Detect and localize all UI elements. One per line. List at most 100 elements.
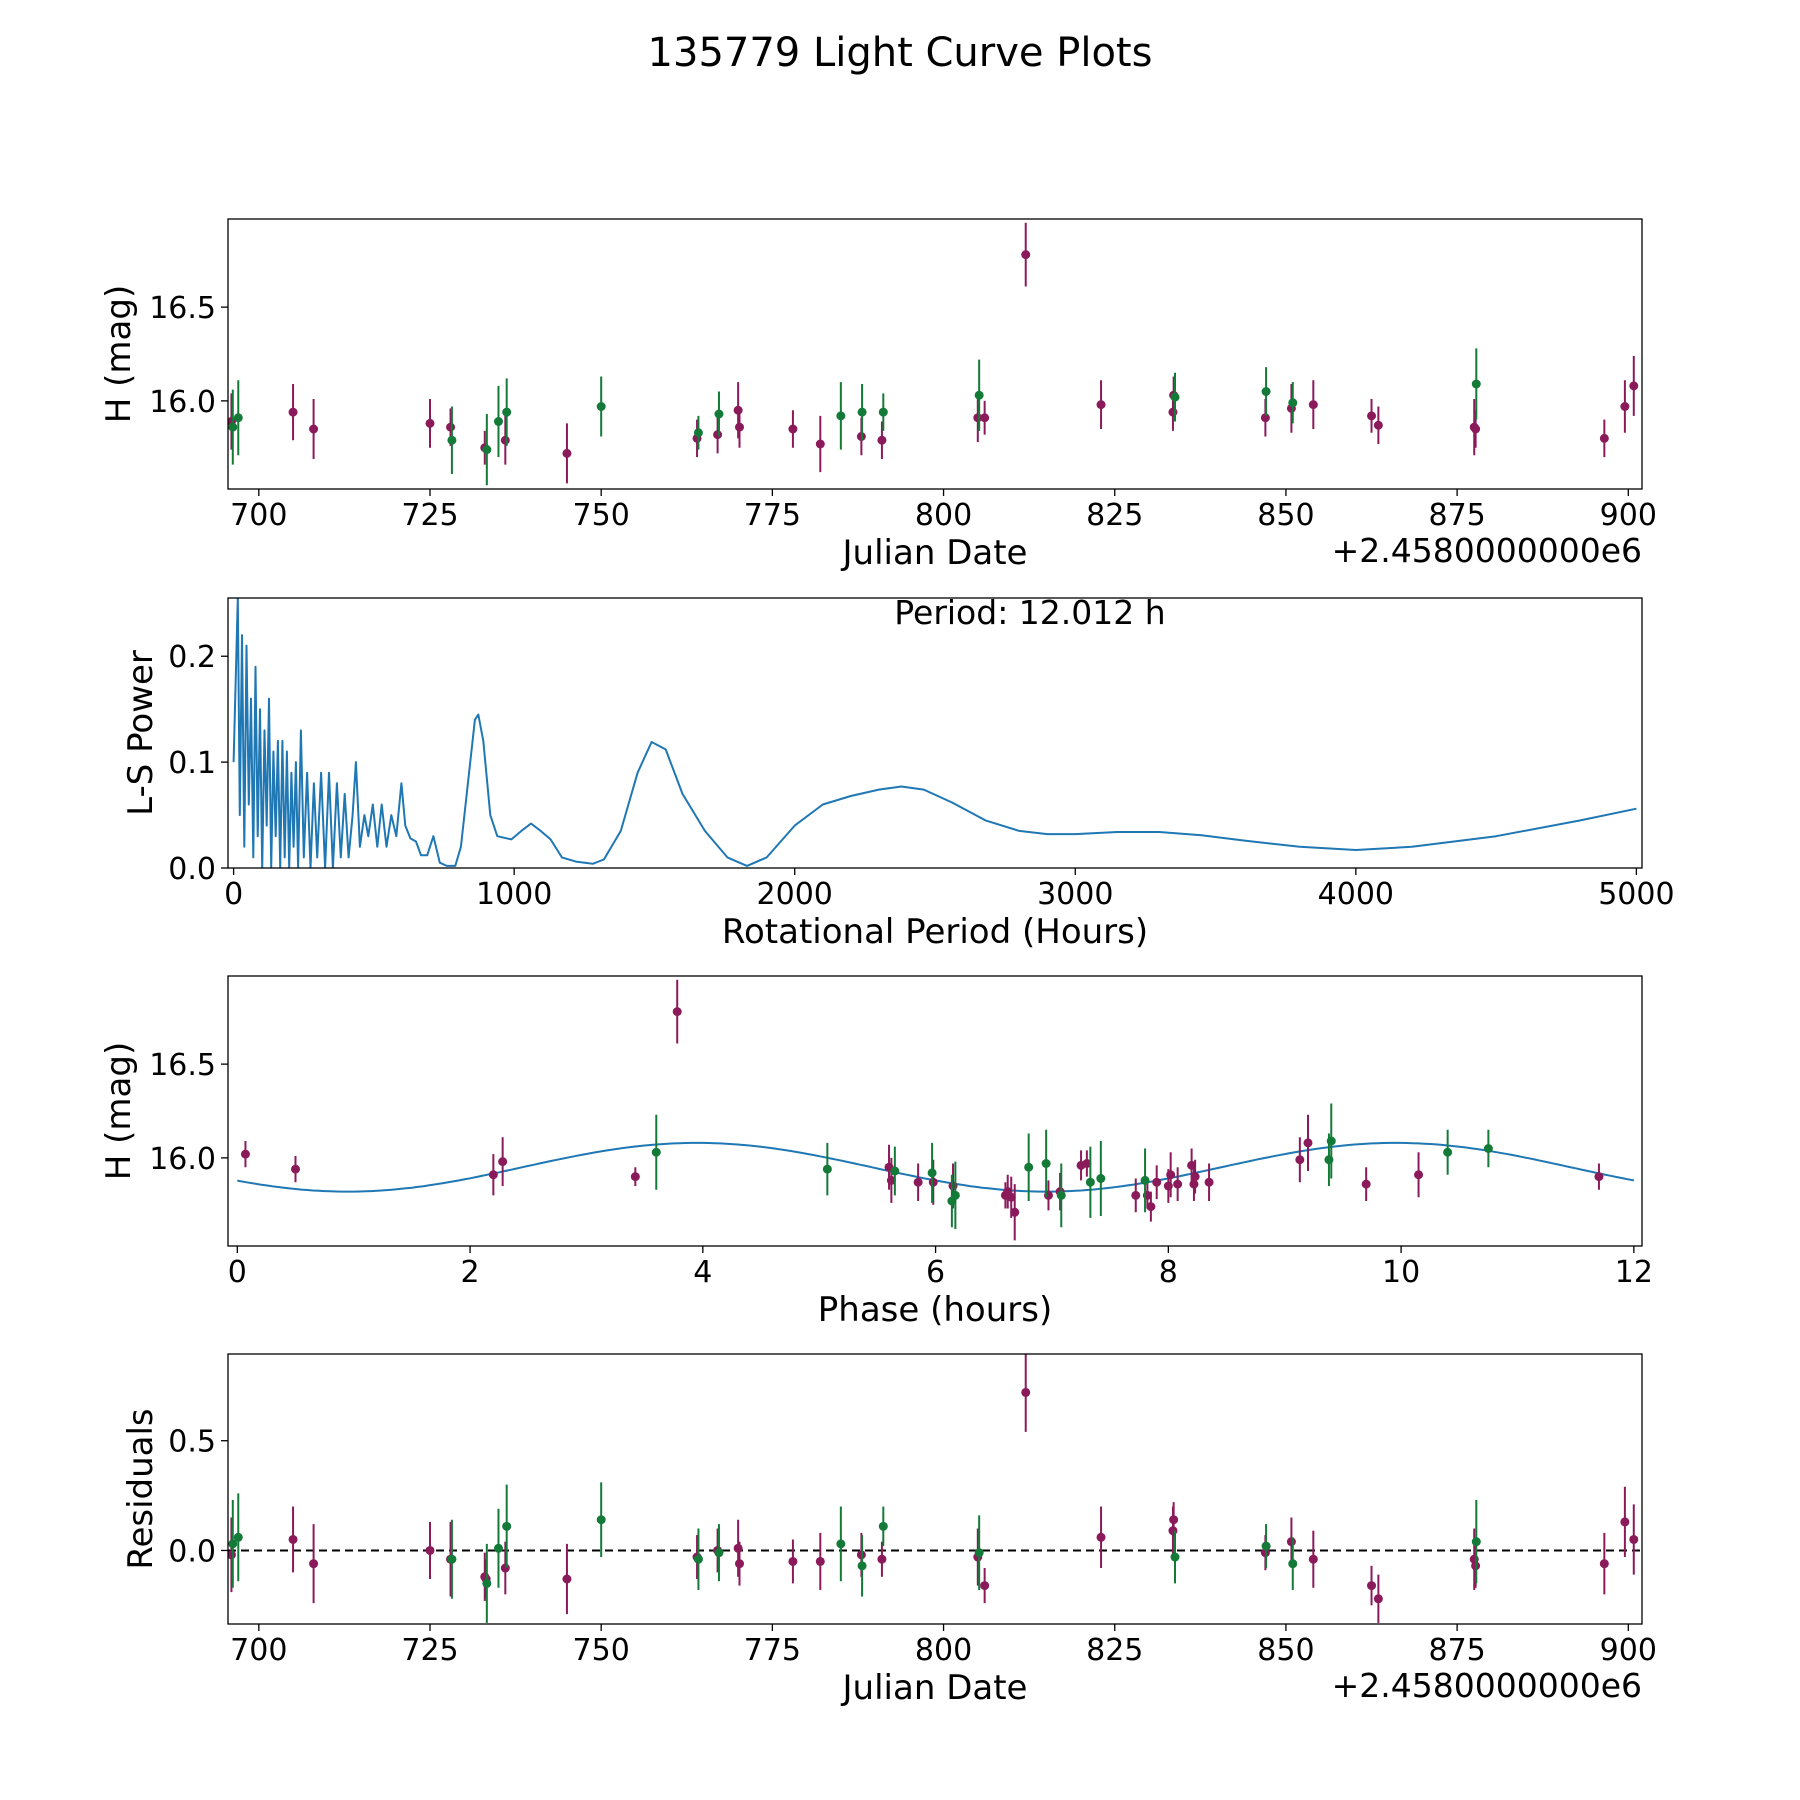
data-point (714, 1548, 724, 1558)
data-point (228, 1539, 238, 1549)
x-axis-label: Julian Date (841, 1668, 1028, 1708)
data-point (1629, 381, 1639, 391)
data-point (878, 1521, 888, 1531)
x-axis-label: Julian Date (841, 533, 1028, 573)
y-axis-label: H (mag) (99, 1042, 139, 1180)
data-point (1024, 1162, 1034, 1172)
data-point (502, 407, 512, 417)
x-offset-text: +2.4580000000e6 (1332, 531, 1642, 570)
x-tick-label: 12 (1615, 1255, 1653, 1290)
axes-frame (227, 975, 1643, 1247)
x-tick-label: 750 (573, 1633, 630, 1668)
x-tick-label: 4000 (1318, 877, 1394, 912)
data-point (1599, 1559, 1609, 1569)
residuals-panel: 700 725 750 775 800 825 850 875 900 0.0 0.5 Julian … (121, 1353, 1657, 1708)
data-point (1166, 1170, 1176, 1180)
x-offset-text: +2.4580000000e6 (1332, 1666, 1642, 1705)
data-point (1599, 433, 1609, 443)
x-tick-label: 825 (1086, 1633, 1143, 1668)
data-point (927, 1168, 937, 1178)
data-point (1308, 400, 1318, 410)
x-tick-label: 800 (915, 498, 972, 533)
x-axis-label: Rotational Period (Hours) (722, 912, 1148, 952)
data-point (815, 1556, 825, 1566)
plot-area (228, 222, 1639, 486)
data-point (928, 1177, 938, 1187)
phase-folded-panel: 0 2 4 6 8 10 12 16.0 16.5 Phase (hours) H (mag) (99, 975, 1653, 1330)
data-point (228, 422, 238, 432)
data-point (447, 1554, 457, 1564)
data-point (488, 1170, 498, 1180)
data-point (877, 1554, 887, 1564)
data-point (822, 1164, 832, 1174)
x-tick-label: 700 (230, 1633, 287, 1668)
data-point (309, 424, 319, 434)
data-point (500, 1563, 510, 1573)
data-point (980, 413, 990, 423)
data-point (974, 1548, 984, 1558)
y-tick-label: 0.1 (168, 746, 216, 781)
data-point (498, 1157, 508, 1167)
data-point (1483, 1144, 1493, 1153)
data-point (1021, 250, 1031, 260)
data-point (288, 1534, 298, 1544)
data-point (714, 409, 724, 419)
data-point (596, 1515, 606, 1525)
power-line (232, 598, 1637, 868)
y-tick-label: 16.0 (149, 1142, 216, 1177)
data-point (788, 424, 798, 434)
y-tick-label: 0.0 (168, 1534, 216, 1569)
light-curve-panel: 700 725 750 775 800 825 850 875 900 16.0 16.5 Julia… (99, 218, 1657, 573)
data-point (1620, 402, 1630, 411)
data-point (1326, 1136, 1336, 1146)
data-point (974, 390, 984, 400)
data-point (1367, 411, 1377, 421)
data-point (233, 413, 243, 423)
data-point (1085, 1177, 1095, 1187)
data-point (1096, 1532, 1106, 1542)
x-tick-label: 825 (1086, 498, 1143, 533)
figure-title: 135779 Light Curve Plots (648, 30, 1153, 76)
x-tick-label: 2000 (757, 877, 833, 912)
data-point (1471, 424, 1481, 434)
data-point (562, 1574, 572, 1584)
data-point (886, 1175, 896, 1185)
data-point (1204, 1177, 1214, 1187)
data-point (857, 407, 867, 417)
data-point (1082, 1159, 1092, 1168)
data-point (1443, 1147, 1453, 1157)
data-point (1152, 1177, 1162, 1187)
x-tick-label: 725 (401, 1633, 458, 1668)
data-point (562, 448, 572, 458)
data-point (890, 1166, 900, 1176)
data-point (672, 1007, 682, 1017)
data-point (693, 1554, 703, 1564)
data-point (836, 1539, 846, 1549)
data-point (980, 1581, 990, 1591)
x-tick-label: 4 (693, 1255, 712, 1290)
data-point (950, 1190, 960, 1200)
x-tick-label: 3000 (1037, 877, 1113, 912)
y-axis-label: L-S Power (121, 650, 161, 816)
data-point (913, 1177, 923, 1187)
data-point (1170, 392, 1180, 402)
data-point (1096, 1174, 1106, 1183)
x-tick-label: 2 (461, 1255, 480, 1290)
data-point (1414, 1170, 1424, 1180)
x-tick-label: 6 (926, 1255, 945, 1290)
plot-area (232, 598, 1637, 868)
data-point (1620, 1517, 1630, 1527)
x-tick-label: 750 (573, 498, 630, 533)
data-point (288, 407, 298, 417)
data-point (1190, 1172, 1200, 1182)
x-tick-label: 10 (1382, 1255, 1420, 1290)
data-point (1010, 1207, 1020, 1217)
data-point (1288, 398, 1298, 408)
data-point (425, 418, 435, 428)
data-point (290, 1164, 300, 1174)
data-point (735, 422, 745, 432)
data-point (309, 1559, 319, 1569)
period-annotation: Period: 12.012 h (894, 593, 1165, 632)
data-point (493, 417, 503, 426)
data-point (493, 1543, 503, 1553)
